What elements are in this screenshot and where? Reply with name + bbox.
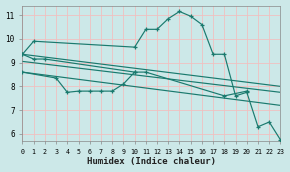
X-axis label: Humidex (Indice chaleur): Humidex (Indice chaleur)	[87, 157, 216, 166]
